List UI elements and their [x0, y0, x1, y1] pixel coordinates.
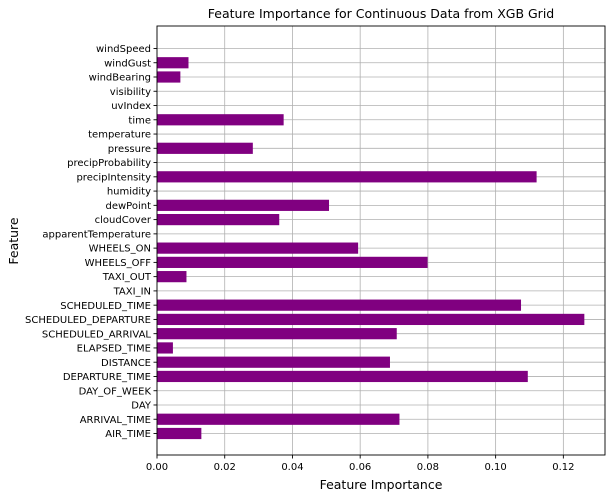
y-tick-label: cloudCover	[95, 215, 152, 226]
chart-title: Feature Importance for Continuous Data f…	[208, 6, 554, 21]
y-tick-label: uvIndex	[111, 101, 151, 112]
bar	[157, 114, 284, 126]
bar	[157, 256, 428, 268]
y-tick-label: time	[128, 115, 151, 126]
y-tick-label: precipIntensity	[76, 172, 151, 183]
bar	[157, 413, 400, 425]
x-axis-label: Feature Importance	[320, 477, 443, 492]
bar	[157, 370, 528, 383]
y-tick-label: temperature	[88, 130, 151, 141]
y-tick-label: ARRIVAL_TIME	[80, 415, 151, 426]
y-tick-labels: AIR_TIME ARRIVAL_TIME DAY DAY_OF_WEEK DEPART…	[25, 44, 157, 440]
grid-lines	[156, 26, 605, 455]
x-tick-labels: 0.00 0.02 0.04 0.06 0.08 0.10 0.12	[146, 455, 574, 473]
bar	[157, 299, 522, 311]
y-tick-label: windGust	[104, 58, 151, 69]
y-tick-label: TAXI_IN	[113, 287, 151, 298]
bar	[157, 142, 253, 154]
bar	[157, 57, 189, 69]
bar	[157, 199, 330, 211]
bar	[157, 342, 173, 354]
y-tick-label: windBearing	[89, 73, 151, 84]
y-tick-label: DISTANCE	[101, 358, 151, 369]
y-tick-label: ELAPSED_TIME	[77, 344, 151, 355]
bar	[157, 242, 359, 254]
y-tick-label: DAY_OF_WEEK	[79, 386, 152, 397]
bar	[157, 171, 537, 183]
y-tick-label: WHEELS_ON	[89, 244, 151, 255]
bar	[157, 313, 585, 326]
y-tick-label: SCHEDULED_ARRIVAL	[42, 329, 152, 340]
y-tick-label: humidity	[107, 187, 151, 198]
x-tick-label: 0.04	[281, 462, 303, 473]
bar	[157, 427, 202, 440]
y-tick-label: SCHEDULED_DEPARTURE	[25, 315, 151, 326]
x-tick-label: 0.02	[214, 462, 236, 473]
x-tick-label: 0.12	[552, 462, 574, 473]
x-tick-label: 0.00	[146, 462, 168, 473]
x-tick-label: 0.06	[349, 462, 371, 473]
y-tick-label: TAXI_OUT	[102, 272, 152, 283]
x-tick-label: 0.10	[484, 462, 506, 473]
y-tick-label: visibility	[110, 87, 151, 98]
y-tick-label: windSpeed	[96, 44, 151, 55]
bar	[157, 328, 397, 340]
y-tick-label: dewPoint	[105, 201, 151, 212]
y-tick-label: SCHEDULED_TIME	[60, 301, 151, 312]
y-tick-label: AIR_TIME	[105, 429, 151, 440]
y-tick-label: DEPARTURE_TIME	[63, 372, 151, 383]
bar	[157, 214, 280, 226]
y-tick-label: pressure	[108, 144, 151, 155]
y-tick-label: apparentTemperature	[42, 229, 151, 240]
bars	[157, 57, 585, 440]
y-axis-label: Feature	[6, 217, 21, 265]
y-tick-label: DAY	[131, 401, 152, 412]
y-tick-label: WHEELS_OFF	[85, 258, 152, 269]
y-tick-label: precipProbability	[67, 158, 151, 169]
x-tick-label: 0.08	[417, 462, 439, 473]
bar	[157, 271, 187, 283]
axes-frame	[156, 25, 606, 456]
bar	[157, 71, 181, 83]
bar	[157, 356, 390, 368]
